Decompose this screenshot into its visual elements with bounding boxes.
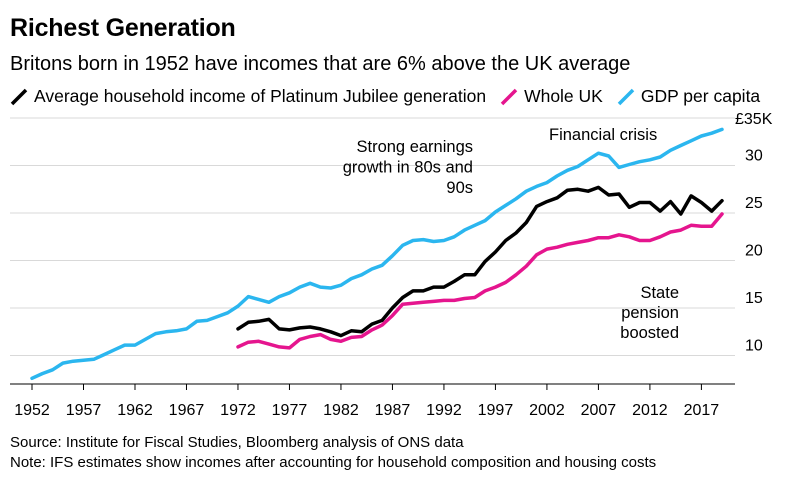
y-tick-label: 15 (745, 290, 763, 307)
annotations: Strong earnings growth in 80s and 90s Finan… (343, 126, 679, 342)
legend-label-gdp-per-capita: GDP per capita (640, 86, 761, 106)
source-note: Source: Institute for Fiscal Studies, Bl… (10, 434, 464, 451)
x-tick-label: 1952 (14, 402, 50, 419)
series-lines (30, 127, 724, 381)
legend-item-platinum-jubilee: Average household income of Platinum Jub… (10, 86, 486, 107)
annotation-2: Financial crisis (549, 126, 657, 144)
legend-item-whole-uk: Whole UK (500, 86, 603, 107)
x-tick-label: 2002 (529, 402, 565, 419)
chart-title: Richest Generation (10, 14, 236, 42)
x-tick-label: 1957 (66, 402, 102, 419)
grid-lines (10, 117, 735, 356)
annotation-line: Strong earnings (357, 138, 474, 156)
x-tick-label: 1962 (117, 402, 153, 419)
y-tick-label: 30 (745, 148, 763, 165)
x-axis-ticks: 1952 1957 1962 1967 1972 1977 1982 1987 1992 1997… (10, 383, 735, 419)
annotation-line: Financial crisis (549, 126, 657, 144)
annotation-line: pension (621, 304, 679, 322)
legend-label-platinum-jubilee: Average household income of Platinum Jub… (34, 86, 487, 106)
legend-line-pink-icon (500, 88, 518, 105)
x-tick-label: 1982 (323, 402, 359, 419)
annotation-1: Strong earnings growth in 80s and 90s (343, 138, 473, 197)
legend-label-whole-uk: Whole UK (524, 86, 603, 106)
x-tick-label: 2017 (684, 402, 720, 419)
y-axis-ticks: 10 15 20 25 30 £35K (735, 111, 773, 355)
legend-line-blue-icon (617, 88, 635, 105)
x-tick-label: 2007 (581, 402, 617, 419)
annotation-line: 90s (446, 179, 473, 197)
x-tick-label: 1972 (220, 402, 256, 419)
x-tick-label: 1977 (272, 402, 308, 419)
chart-subtitle: Britons born in 1952 have incomes that a… (10, 53, 631, 75)
series-line-whole-uk (236, 212, 724, 350)
annotation-3: State pension boosted (620, 284, 679, 342)
legend-item-gdp-per-capita: GDP per capita (617, 86, 760, 107)
legend-line-black-icon (10, 88, 28, 105)
annotation-line: growth in 80s and (343, 159, 473, 177)
x-tick-label: 1997 (478, 402, 514, 419)
annotation-line: State (640, 284, 679, 302)
y-tick-label: 20 (745, 243, 763, 260)
x-tick-label: 1987 (375, 402, 411, 419)
series-line-average-household-income-of-platinum-jubilee-generation (236, 185, 724, 338)
y-tick-label: 25 (745, 195, 763, 212)
x-tick-label: 2012 (632, 402, 668, 419)
annotation-line: boosted (620, 324, 679, 342)
methodology-note: Note: IFS estimates show incomes after a… (10, 454, 657, 471)
x-tick-label: 1967 (169, 402, 205, 419)
y-tick-label: 10 (745, 338, 763, 355)
series-line-gdp-per-capita (30, 127, 724, 381)
y-unit-label: £35K (735, 111, 773, 128)
legend: Average household income of Platinum Jub… (10, 86, 774, 107)
x-tick-label: 1992 (426, 402, 462, 419)
